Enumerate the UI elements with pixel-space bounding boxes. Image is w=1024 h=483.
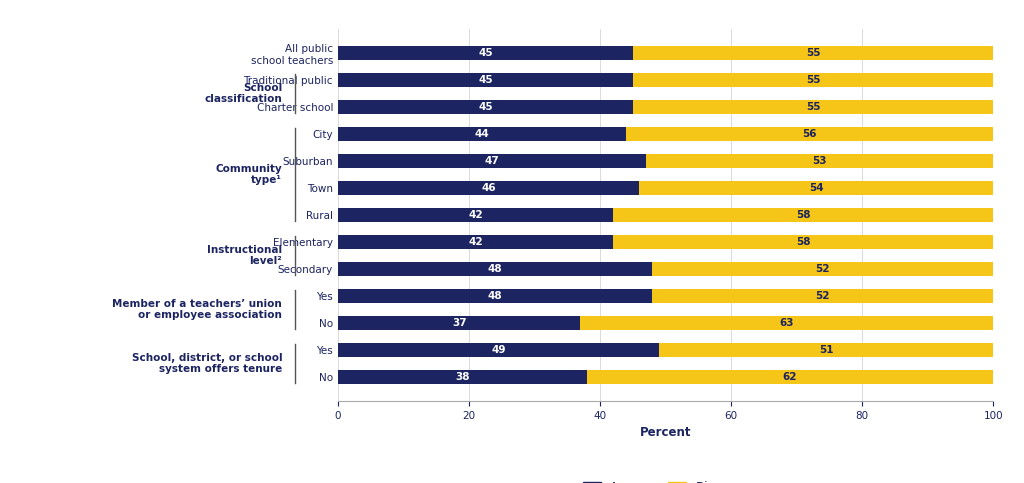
Bar [338,154,646,168]
Text: 48: 48 [487,264,503,274]
Bar [338,370,587,384]
Bar [338,235,613,249]
Bar [338,46,633,60]
Bar [338,316,581,330]
Bar [338,100,633,114]
Text: 47: 47 [484,156,500,166]
Text: 58: 58 [796,210,810,220]
Bar [613,208,993,222]
Bar [338,127,627,141]
Text: 56: 56 [803,129,817,139]
Text: 55: 55 [806,102,820,112]
Bar [338,208,613,222]
Text: School, district, or school
system offers tenure: School, district, or school system offer… [132,353,283,374]
Bar [581,316,993,330]
Text: 37: 37 [452,318,467,328]
Text: 55: 55 [806,48,820,58]
Bar [652,262,993,276]
Bar [338,73,633,87]
Bar [627,127,993,141]
Text: 55: 55 [806,75,820,85]
Text: 54: 54 [809,183,823,193]
Text: 44: 44 [475,129,489,139]
Text: Member of a teachers’ union
or employee association: Member of a teachers’ union or employee … [113,298,283,320]
Text: 46: 46 [481,183,496,193]
Bar [587,370,993,384]
Bar [338,262,652,276]
X-axis label: Percent: Percent [640,426,691,439]
Text: Community
type¹: Community type¹ [215,164,283,185]
Text: 45: 45 [478,48,493,58]
Bar [659,343,993,357]
Bar [338,181,639,195]
Text: 63: 63 [779,318,794,328]
Bar [633,100,993,114]
Text: School
classification: School classification [205,83,283,104]
Text: 42: 42 [468,237,483,247]
Bar [338,289,652,303]
Bar [639,181,993,195]
Bar [646,154,993,168]
Legend: Agree, Disagree: Agree, Disagree [579,477,753,483]
Text: 48: 48 [487,291,503,301]
Text: 62: 62 [783,372,798,382]
Bar [633,46,993,60]
Text: 42: 42 [468,210,483,220]
Text: 51: 51 [819,345,834,355]
Text: 38: 38 [456,372,470,382]
Bar [652,289,993,303]
Text: 52: 52 [816,291,830,301]
Text: 49: 49 [492,345,506,355]
Text: 58: 58 [796,237,810,247]
Text: 52: 52 [816,264,830,274]
Text: 45: 45 [478,75,493,85]
Text: Instructional
level²: Instructional level² [207,245,283,266]
Text: 45: 45 [478,102,493,112]
Bar [338,343,659,357]
Bar [633,73,993,87]
Bar [613,235,993,249]
Text: 53: 53 [812,156,826,166]
